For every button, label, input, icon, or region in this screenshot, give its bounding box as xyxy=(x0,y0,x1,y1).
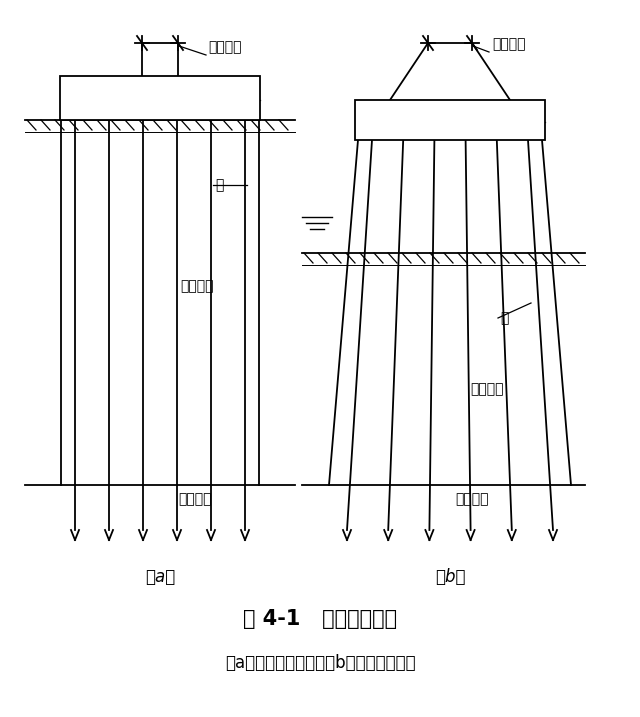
Text: 上部结构: 上部结构 xyxy=(208,40,241,54)
Text: （a）: （a） xyxy=(145,568,175,586)
Text: （a）低承台桩基础；（b）高承台桩基础: （a）低承台桩基础；（b）高承台桩基础 xyxy=(225,654,415,672)
Text: 图 4-1   桩基础示意图: 图 4-1 桩基础示意图 xyxy=(243,609,397,629)
Bar xyxy=(60,76,260,120)
Text: 承台: 承台 xyxy=(500,115,516,129)
Text: 坚实土层: 坚实土层 xyxy=(178,492,211,506)
Text: 坚实土层: 坚实土层 xyxy=(455,492,488,506)
Bar xyxy=(355,100,545,140)
Text: （b）: （b） xyxy=(435,568,465,586)
Text: 桩: 桩 xyxy=(215,178,223,192)
Text: 承台: 承台 xyxy=(215,93,232,108)
Text: 桩: 桩 xyxy=(500,311,508,325)
Text: 上部结构: 上部结构 xyxy=(492,37,525,51)
Text: 软弱土层: 软弱土层 xyxy=(180,279,214,293)
Text: 软弱土层: 软弱土层 xyxy=(470,382,504,396)
